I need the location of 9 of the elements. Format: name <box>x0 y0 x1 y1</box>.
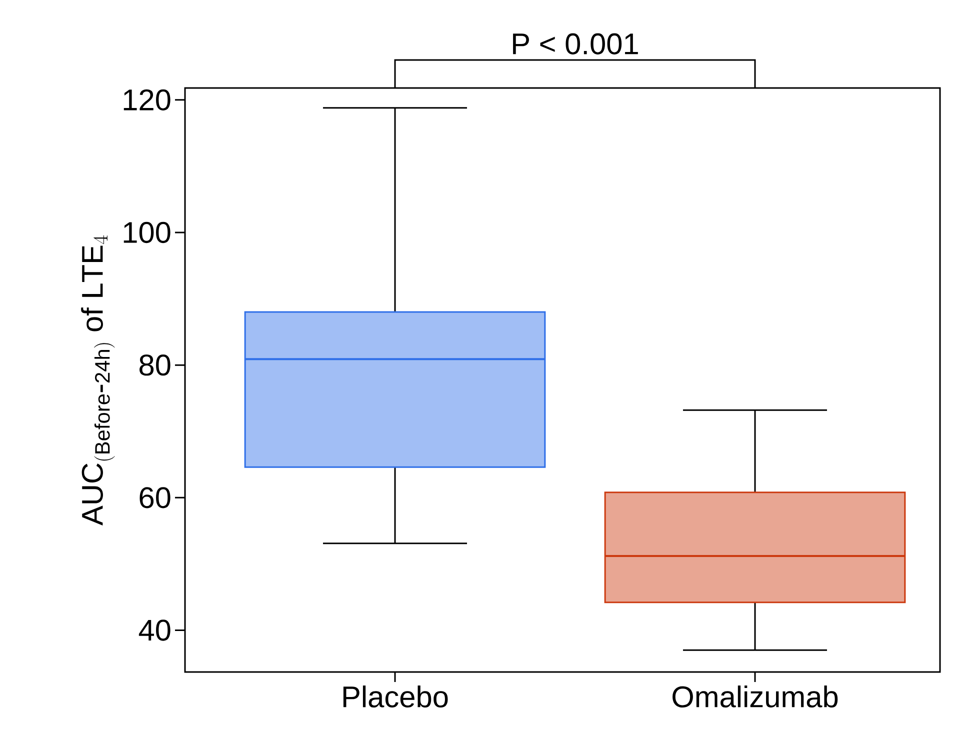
text: P < 0.001 <box>513 33 638 54</box>
y-tick-label: 60 <box>140 487 170 508</box>
y-tick-label: 100 <box>124 222 170 244</box>
y-tick-label: 80 <box>140 354 170 376</box>
y-tick-label: 40 <box>138 620 170 641</box>
x-tick-label: Omalizumab <box>672 686 838 708</box>
y-axis-title: $\mathrm{AUC}_{(\mathrm{Before}\mbox{-}\mathrm{24h})}\ \mathrm{of}\ \mathrm{LTE}_{4}$ <box>81 235 115 526</box>
y-tick-label: 120 <box>124 89 170 111</box>
x-tick-label: Placebo <box>343 686 448 708</box>
